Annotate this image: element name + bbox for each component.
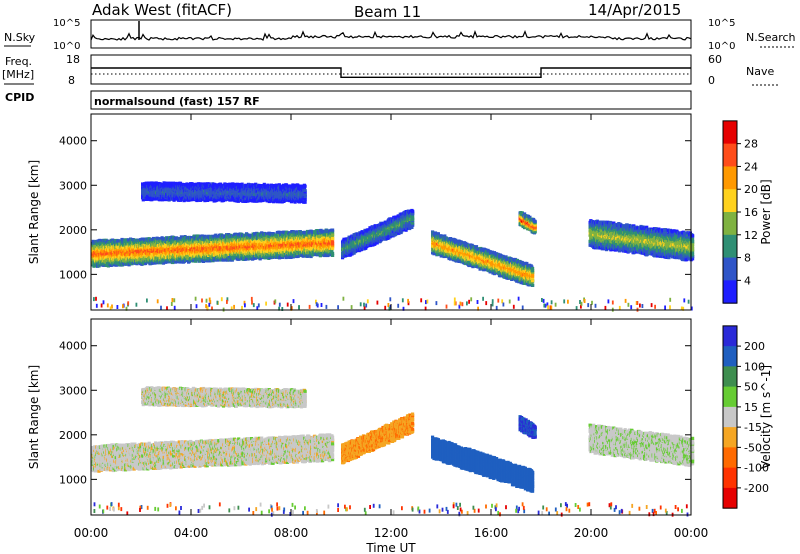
date-title: 14/Apr/2015 (588, 1, 681, 19)
cpid-panel: normalsound (fast) 157 RF CPID (5, 91, 691, 109)
echo-cell (331, 240, 334, 243)
nsky-panel: N.Sky 10^5 10^0 10^5 10^0 N.Search (4, 18, 796, 52)
nsky-tick-high: 10^5 (53, 18, 80, 29)
freq-tick-low: 8 (68, 74, 75, 87)
cpid-label: CPID (5, 91, 34, 104)
echo-cell (331, 229, 334, 232)
cpid-text: normalsound (fast) 157 RF (94, 95, 260, 108)
freq-unit: [MHz] (2, 68, 34, 81)
nsky-label: N.Sky (4, 31, 36, 44)
nsky-trace (91, 32, 691, 40)
freq-trace (91, 68, 691, 77)
nsearch-label: N.Search (746, 31, 796, 44)
nsearch-tick-low: 10^0 (708, 41, 735, 52)
plot-area (91, 114, 691, 310)
beam-title: Beam 11 (354, 3, 421, 21)
nave-tick-low: 0 (708, 74, 715, 87)
nave-label: Nave (746, 65, 774, 78)
nsky-tick-low: 10^0 (53, 41, 80, 52)
freq-frame (91, 55, 691, 84)
freq-panel: Freq. [MHz] 18 8 60 0 Nave (2, 53, 778, 87)
nave-tick-high: 60 (708, 53, 722, 66)
echo-cell (331, 237, 334, 240)
echo-cell (331, 252, 334, 255)
freq-label: Freq. (5, 55, 32, 68)
nsky-frame (91, 20, 691, 48)
station-title: Adak West (fitACF) (92, 1, 232, 19)
echo-region-1 (141, 181, 307, 204)
nsearch-tick-high: 10^5 (708, 18, 735, 29)
freq-tick-high: 18 (66, 53, 80, 66)
